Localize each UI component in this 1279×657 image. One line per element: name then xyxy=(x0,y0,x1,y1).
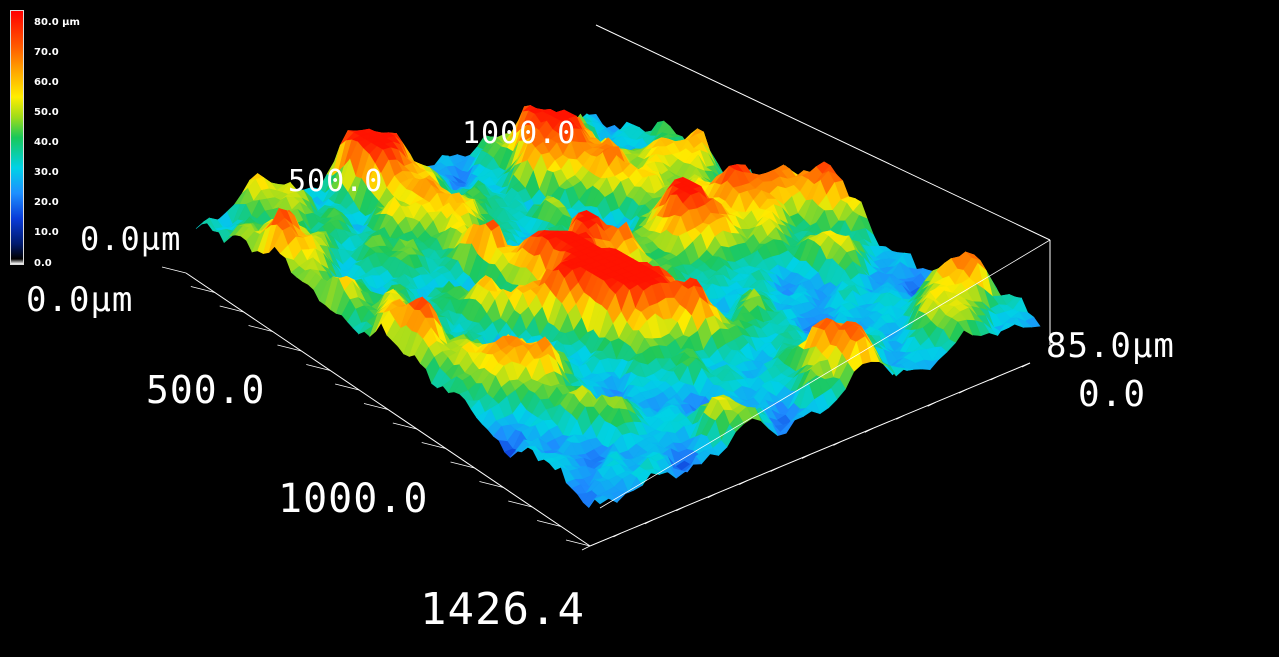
x-axis-tick xyxy=(161,266,187,274)
y-axis-tick xyxy=(990,375,999,381)
colorbar xyxy=(10,10,24,265)
x-axis-origin-label: 0.0µm xyxy=(26,280,134,320)
x-axis-tick xyxy=(363,403,389,410)
x-axis-tick-label: 1000.0 xyxy=(278,476,429,522)
y-axis-tick xyxy=(738,480,748,486)
x-axis-tick xyxy=(537,520,562,527)
y-axis-tick xyxy=(613,532,622,538)
x-axis-tick xyxy=(479,481,504,488)
x-axis-tick xyxy=(392,422,417,430)
x-axis-tick xyxy=(508,500,533,508)
y-axis-tick xyxy=(927,401,936,407)
z-axis-max-label: 85.0µm xyxy=(1046,326,1175,366)
x-axis-tick xyxy=(335,383,360,391)
colorbar-label: 10.0 xyxy=(34,227,59,238)
x-axis-tick xyxy=(306,364,331,371)
colorbar-label: 40.0 xyxy=(34,137,59,148)
y-axis-tick xyxy=(581,545,591,551)
x-axis-tick xyxy=(248,325,273,332)
colorbar-label: 30.0 xyxy=(34,167,59,178)
y-axis-tick xyxy=(770,467,779,472)
x-axis-tick xyxy=(450,461,475,469)
y-axis-tick xyxy=(1021,362,1031,368)
y-axis-tick xyxy=(864,427,874,433)
box-top-edge xyxy=(595,24,1051,241)
y-axis-tick xyxy=(707,493,716,499)
bounding-box xyxy=(595,24,1051,509)
y-axis-tick xyxy=(801,454,811,459)
x-axis-tick xyxy=(421,442,446,449)
x-axis-tick xyxy=(190,286,215,293)
surface-cell xyxy=(593,495,610,505)
colorbar-label-max: 80.0 µm xyxy=(34,17,80,28)
colorbar-label: 60.0 xyxy=(34,77,59,88)
y-axis-tick-label: 500.0 xyxy=(288,164,384,199)
y-axis-tick xyxy=(833,441,842,446)
z-axis-min-label: 0.0 xyxy=(1078,374,1147,415)
x-axis-tick xyxy=(565,539,591,547)
y-axis-tick-label: 1000.0 xyxy=(462,116,577,151)
axis-grid xyxy=(161,266,1031,551)
box-diagonal xyxy=(599,239,1051,509)
x-axis-tick xyxy=(277,344,302,352)
x-axis-tick xyxy=(219,305,244,313)
y-axis-origin-label: 0.0µm xyxy=(80,220,182,258)
surface-mesh xyxy=(195,105,1041,508)
y-axis-tick xyxy=(644,519,654,525)
colorbar-label: 70.0 xyxy=(34,47,59,58)
colorbar-label: 20.0 xyxy=(34,197,59,208)
y-axis-tick xyxy=(896,414,905,420)
colorbar-label: 50.0 xyxy=(34,107,59,118)
x-axis-max-label: 1426.4 xyxy=(420,584,585,635)
x-axis-tick-label: 500.0 xyxy=(146,368,266,412)
y-axis-tick xyxy=(676,506,685,512)
colorbar-label-min: 0.0 xyxy=(34,258,52,269)
y-axis-tick xyxy=(958,388,968,394)
